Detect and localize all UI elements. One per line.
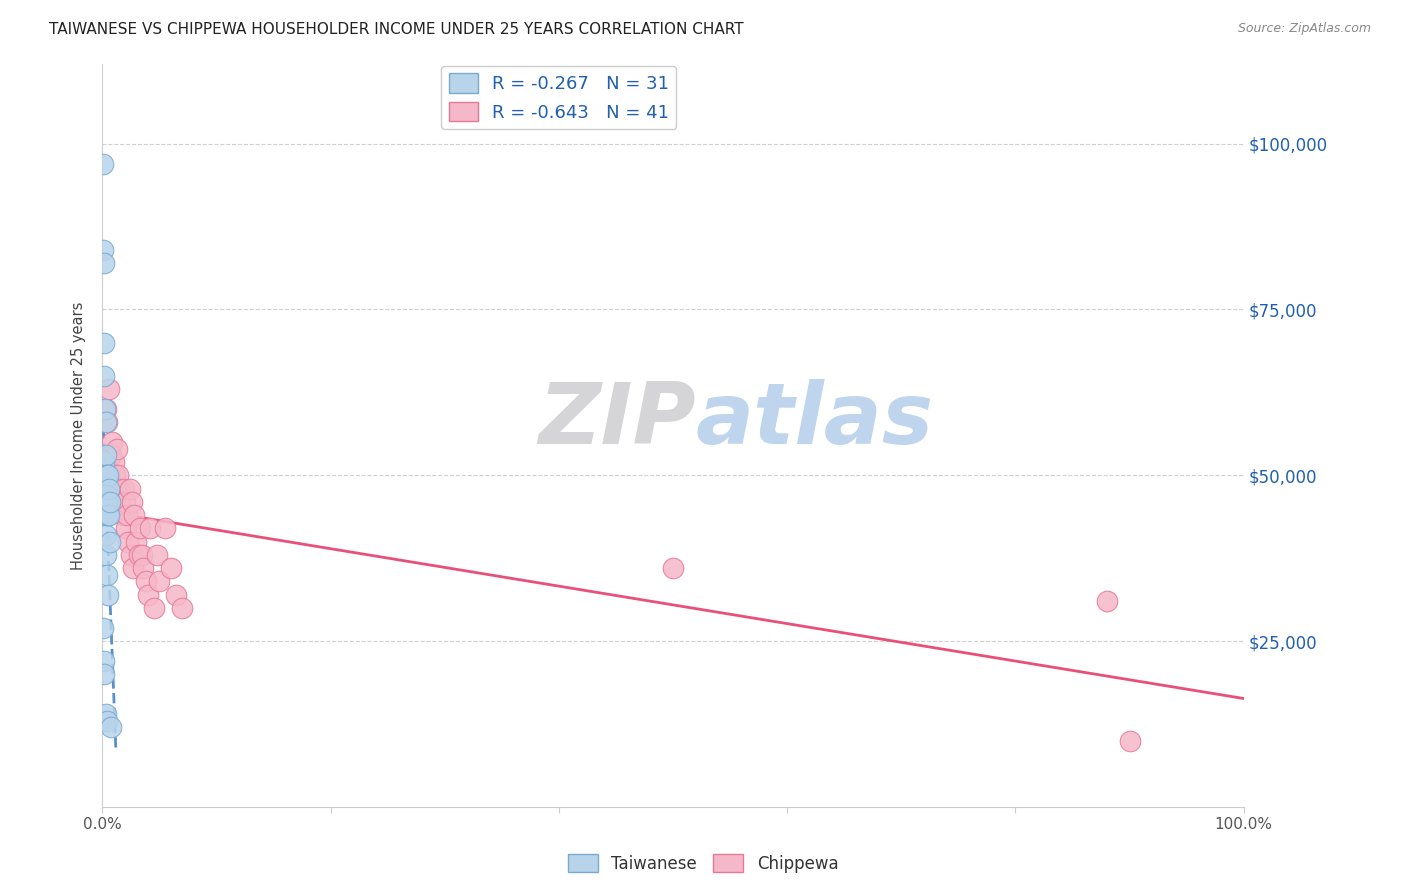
Point bbox=[98, 382, 121, 396]
Point bbox=[94, 488, 117, 502]
Point bbox=[96, 415, 118, 429]
Y-axis label: Householder Income Under 25 years: Householder Income Under 25 years bbox=[72, 301, 86, 570]
Point bbox=[100, 449, 122, 463]
Point bbox=[165, 588, 187, 602]
Point bbox=[128, 548, 150, 562]
Point bbox=[146, 548, 169, 562]
Point bbox=[118, 482, 141, 496]
Point bbox=[93, 654, 115, 668]
Point bbox=[135, 574, 157, 589]
Point bbox=[93, 256, 115, 270]
Point bbox=[94, 508, 117, 522]
Point bbox=[104, 482, 127, 496]
Point bbox=[93, 368, 115, 383]
Point bbox=[1095, 594, 1118, 608]
Point bbox=[101, 435, 124, 450]
Point bbox=[97, 468, 120, 483]
Point bbox=[100, 720, 122, 734]
Point bbox=[98, 508, 121, 522]
Point bbox=[153, 521, 176, 535]
Point bbox=[94, 482, 117, 496]
Legend: Taiwanese, Chippewa: Taiwanese, Chippewa bbox=[561, 847, 845, 880]
Point bbox=[97, 588, 120, 602]
Text: TAIWANESE VS CHIPPEWA HOUSEHOLDER INCOME UNDER 25 YEARS CORRELATION CHART: TAIWANESE VS CHIPPEWA HOUSEHOLDER INCOME… bbox=[49, 22, 744, 37]
Point bbox=[96, 468, 118, 483]
Point bbox=[115, 521, 138, 535]
Text: Source: ZipAtlas.com: Source: ZipAtlas.com bbox=[1237, 22, 1371, 36]
Point bbox=[93, 335, 115, 350]
Point bbox=[94, 415, 117, 429]
Point bbox=[105, 442, 128, 456]
Point bbox=[94, 468, 117, 483]
Text: ZIP: ZIP bbox=[538, 379, 696, 462]
Point bbox=[148, 574, 170, 589]
Point bbox=[662, 561, 685, 575]
Point bbox=[117, 508, 139, 522]
Point bbox=[132, 561, 155, 575]
Point bbox=[96, 495, 118, 509]
Point bbox=[93, 243, 115, 257]
Point bbox=[110, 495, 132, 509]
Point bbox=[108, 482, 131, 496]
Point bbox=[94, 707, 117, 722]
Point bbox=[172, 601, 194, 615]
Point bbox=[117, 534, 139, 549]
Point bbox=[120, 548, 142, 562]
Legend: R = -0.267   N = 31, R = -0.643   N = 41: R = -0.267 N = 31, R = -0.643 N = 41 bbox=[441, 66, 676, 129]
Point bbox=[125, 534, 148, 549]
Point bbox=[128, 521, 150, 535]
Point bbox=[1118, 733, 1140, 747]
Point bbox=[94, 528, 117, 542]
Point bbox=[97, 508, 120, 522]
Point bbox=[114, 495, 136, 509]
Point bbox=[93, 621, 115, 635]
Point bbox=[136, 588, 159, 602]
Point bbox=[98, 495, 121, 509]
Point bbox=[139, 521, 162, 535]
Text: atlas: atlas bbox=[696, 379, 934, 462]
Point bbox=[98, 482, 121, 496]
Point bbox=[94, 402, 117, 417]
Point bbox=[93, 455, 115, 469]
Point bbox=[131, 548, 153, 562]
Point bbox=[107, 468, 129, 483]
Point bbox=[94, 548, 117, 562]
Point bbox=[94, 402, 117, 417]
Point bbox=[159, 561, 181, 575]
Point bbox=[98, 534, 121, 549]
Point bbox=[93, 667, 115, 681]
Point bbox=[121, 495, 143, 509]
Point bbox=[96, 714, 118, 728]
Point bbox=[142, 601, 165, 615]
Point bbox=[122, 508, 145, 522]
Point bbox=[103, 455, 125, 469]
Point bbox=[104, 468, 127, 483]
Point bbox=[91, 156, 114, 170]
Point bbox=[111, 508, 134, 522]
Point bbox=[96, 567, 118, 582]
Point bbox=[112, 482, 135, 496]
Point bbox=[94, 449, 117, 463]
Point bbox=[122, 561, 145, 575]
